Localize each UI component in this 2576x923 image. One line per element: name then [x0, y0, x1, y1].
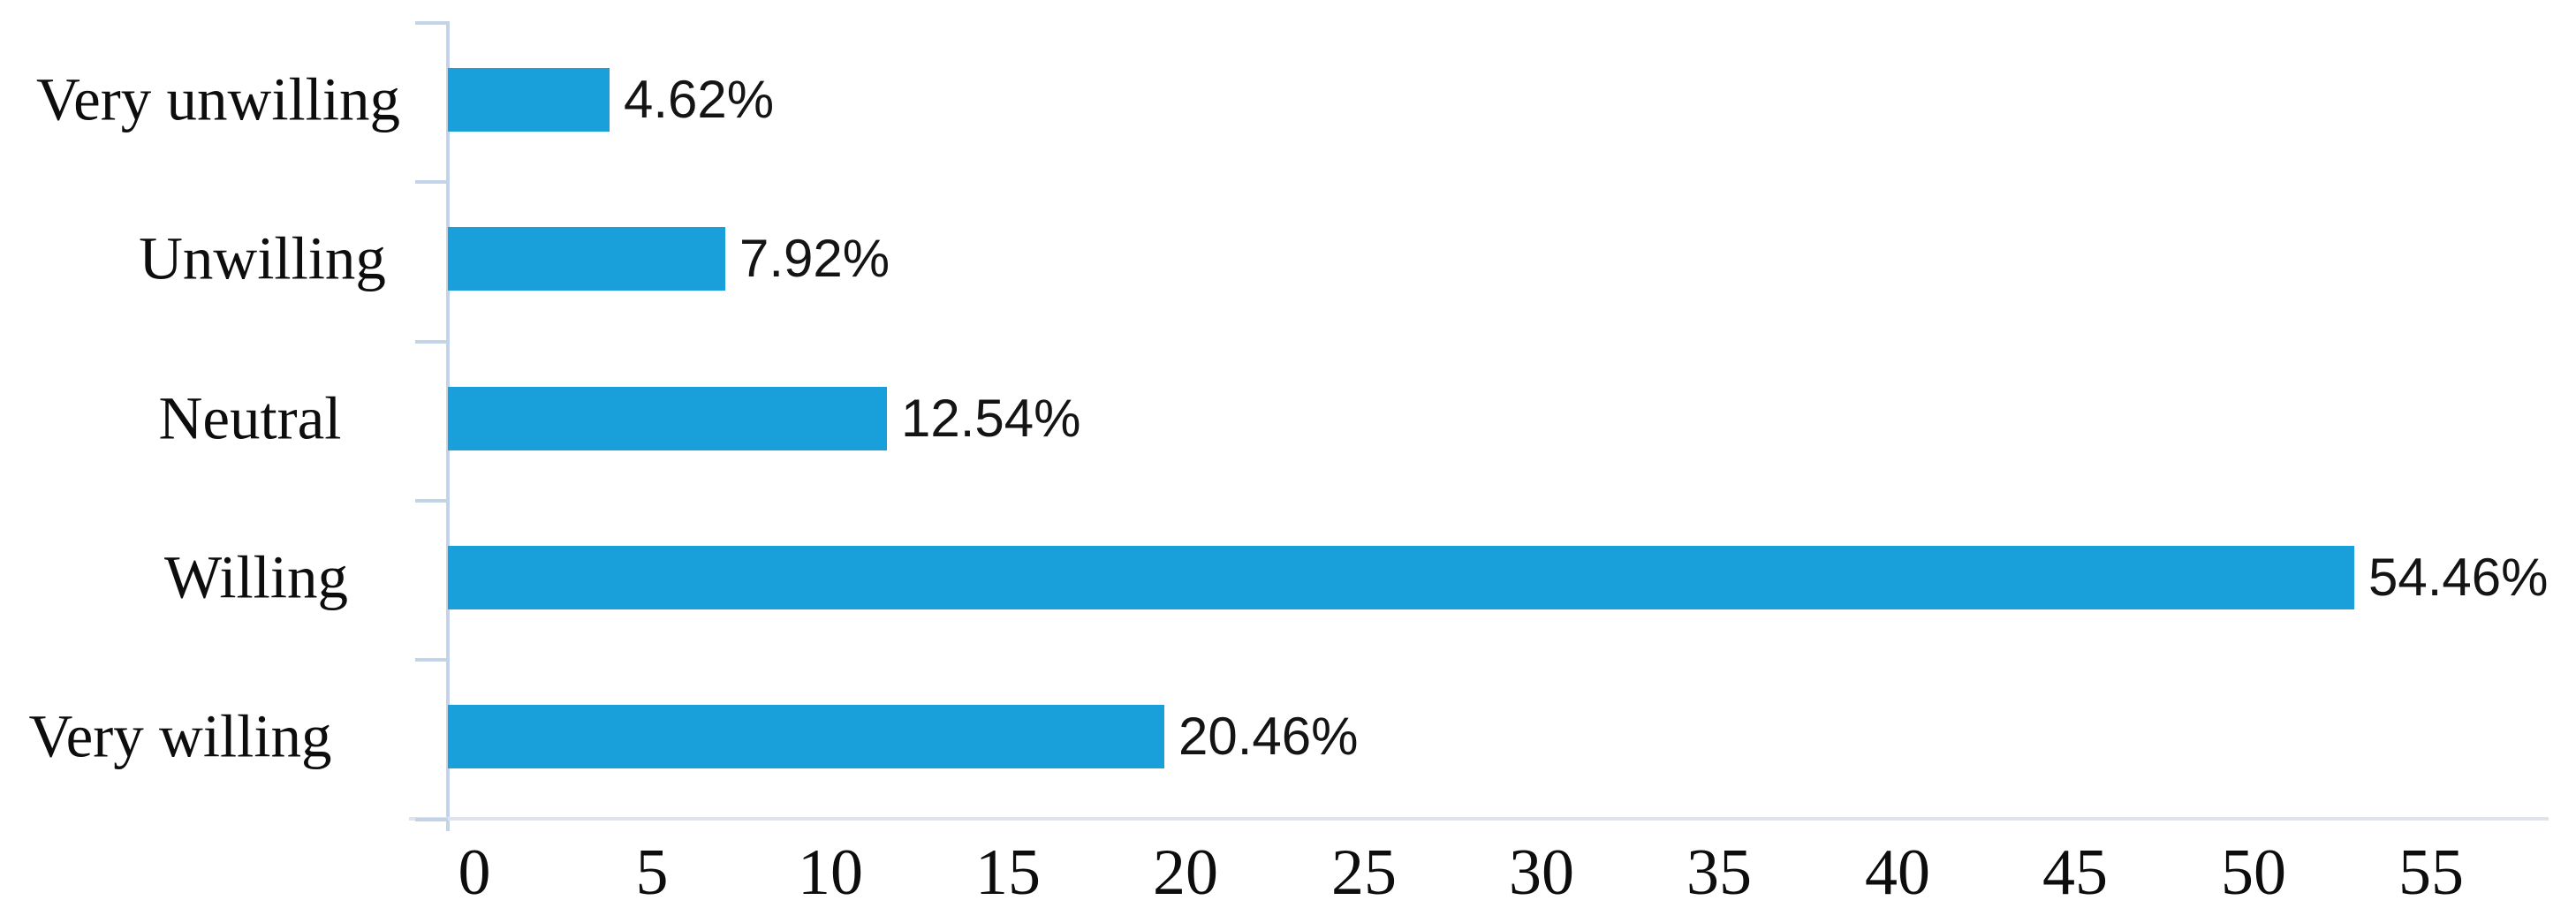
category-tick [415, 21, 448, 25]
x-axis-tick-label: 50 [2221, 836, 2286, 909]
category-tick [415, 180, 448, 185]
category-label: Neutral [158, 384, 342, 452]
x-axis-tick-label: 0 [458, 836, 491, 909]
x-axis-tick-label: 55 [2398, 836, 2464, 909]
category-tick [415, 498, 448, 503]
category-label: Very unwilling [35, 65, 401, 133]
bar-unwilling [448, 227, 725, 291]
value-label: 12.54% [901, 389, 1081, 448]
value-label: 20.46% [1178, 707, 1359, 766]
category-tick [415, 817, 448, 821]
bar-very-willing [448, 705, 1164, 768]
x-axis-tick-label: 10 [798, 836, 863, 909]
category-tick [415, 658, 448, 662]
x-axis-tick-label: 35 [1686, 836, 1752, 909]
category-label: Very willing [28, 702, 332, 770]
bar-very-unwilling [448, 68, 610, 132]
bar-neutral [448, 387, 887, 450]
category-tick [415, 339, 448, 344]
value-label: 7.92% [739, 229, 890, 288]
x-axis-tick-label: 25 [1331, 836, 1397, 909]
x-axis-tick-label: 5 [635, 836, 669, 909]
x-axis-line [409, 817, 2549, 821]
category-label: Unwilling [139, 224, 386, 292]
x-axis-tick-label: 40 [1865, 836, 1930, 909]
x-axis-tick-label: 20 [1153, 836, 1218, 909]
value-label: 54.46% [2368, 548, 2549, 607]
bar-willing [448, 546, 2354, 609]
x-axis-tick-label: 45 [2042, 836, 2108, 909]
x-axis-tick-label: 30 [1509, 836, 1574, 909]
x-axis-tick-label: 15 [975, 836, 1041, 909]
y-axis-bottom-tick [446, 817, 450, 831]
category-label: Willing [163, 543, 349, 611]
value-label: 4.62% [624, 70, 775, 129]
